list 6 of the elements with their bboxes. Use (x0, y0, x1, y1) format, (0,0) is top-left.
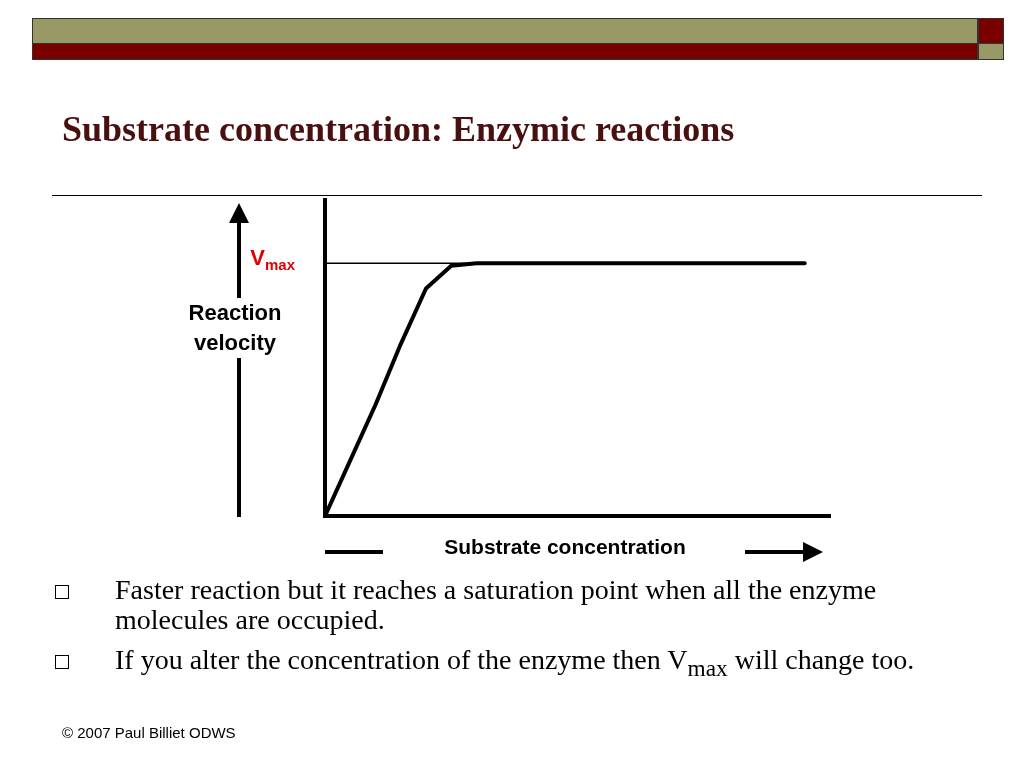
text: If you alter the concentration of the enzyme then V$_{max}$ will change too. (115, 644, 916, 683)
text: Faster reaction but it reaches a saturation point when all the enzyme molecules are occupied. (115, 574, 878, 635)
text: © 2007 Paul Billiet ODWS (62, 724, 236, 741)
x-axis-title: Substrate concentration (443, 535, 687, 559)
chart-title: Substrate concentration: Enzymic reactions (62, 108, 735, 150)
y-axis-title: Reaction velocity (170, 298, 300, 358)
